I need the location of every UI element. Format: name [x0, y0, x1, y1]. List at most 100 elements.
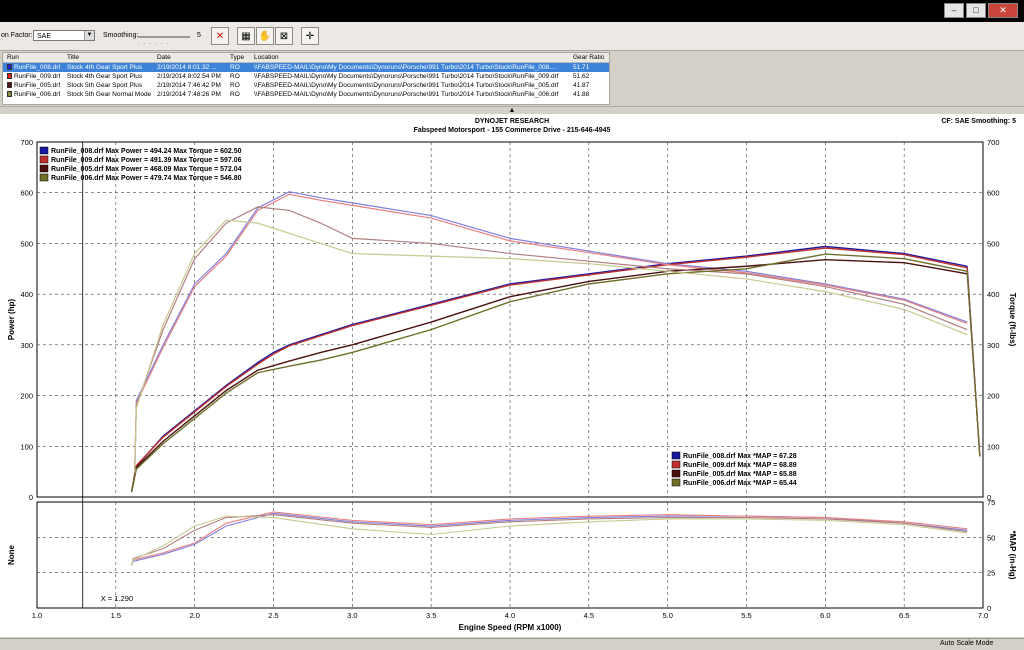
zoom-icon[interactable]: ▦: [237, 27, 255, 45]
close-icon[interactable]: ✕: [988, 3, 1018, 18]
x-tick-label: 5.5: [741, 611, 751, 620]
correction-factor-select[interactable]: SAE ▼: [33, 30, 95, 41]
cell-text: RunFile_009.drf: [14, 73, 61, 80]
pan-hand-icon[interactable]: ✋: [256, 27, 274, 45]
x-tick-label: 3.5: [426, 611, 436, 620]
smoothing-slider[interactable]: [138, 36, 190, 38]
cell-text: \\FABSPEED-MAIL\Dyno\My Documents\Dynoru…: [254, 73, 559, 80]
col-date[interactable]: Date: [157, 54, 171, 61]
x-tick-label: 7.0: [978, 611, 988, 620]
smoothing-ticks: ......: [138, 40, 173, 46]
cell-run: RunFile_008.drf: [7, 63, 60, 72]
y-tick-label-left: 0: [29, 493, 33, 502]
torque-line-1: [134, 193, 968, 470]
cell-title: Stock 4th Gear Sport Plus: [67, 72, 142, 81]
y-tick-label-right: 600: [987, 189, 1000, 198]
cell-text: Stock 4th Gear Sport Plus: [67, 73, 143, 80]
x-tick-label: 4.0: [505, 611, 515, 620]
x-tick-label: 1.0: [32, 611, 42, 620]
cell-text: 41.87: [573, 82, 590, 89]
map-legend-swatch: [671, 460, 681, 469]
chevron-down-icon[interactable]: ▼: [84, 31, 94, 40]
smoothing-value: 5: [197, 32, 201, 39]
lower-y-axis-label-right: *MAP (in-Hg): [1008, 531, 1017, 580]
cell-text: RunFile_006.drf: [14, 91, 61, 98]
table-header: Run Title Date Type Location Gear Ratio: [3, 53, 609, 63]
cell-type: RO: [230, 63, 240, 72]
splitter-arrow-icon: ▲: [508, 107, 516, 114]
zoom-box-icon[interactable]: ⊠: [275, 27, 293, 45]
cell-location: \\FABSPEED-MAIL\Dyno\My Documents\Dynoru…: [254, 81, 570, 90]
y-tick-label-right: 500: [987, 239, 1000, 248]
cell-title: Stock 5th Gear Sport Plus: [67, 81, 142, 90]
col-location[interactable]: Location: [254, 54, 279, 61]
y-tick-label-right: 100: [987, 442, 1000, 451]
x-tick-label: 2.0: [189, 611, 199, 620]
cell-text: 2/19/2014 8:01:32 ...: [157, 64, 217, 71]
cell-gear: 41.88: [573, 90, 589, 99]
power-line-0: [130, 245, 968, 493]
cell-gear: 51.62: [573, 72, 589, 81]
map-legend-swatch: [671, 469, 681, 478]
crosshair-icon[interactable]: ✛: [301, 27, 319, 45]
cell-gear: 51.71: [573, 63, 589, 72]
y-tick-label-right: 700: [987, 138, 1000, 147]
correction-factor-value: SAE: [37, 33, 52, 40]
cell-text: Stock 5th Gear Normal Mode: [67, 91, 152, 98]
run-color-swatch: [7, 82, 12, 89]
power-line-1: [130, 247, 968, 493]
cell-date: 2/19/2014 7:46:42 PM: [157, 81, 221, 90]
torque-line-0: [134, 191, 968, 472]
legend-entry: RunFile_009.drf Max Power = 491.39 Max T…: [51, 157, 242, 164]
cell-run: RunFile_005.drf: [7, 81, 60, 90]
col-gear-ratio[interactable]: Gear Ratio: [573, 54, 605, 61]
table-row[interactable]: RunFile_008.drf Stock 4th Gear Sport Plus…: [3, 63, 609, 72]
toolbar: on Factor: SAE ▼ Smoothing: ...... 5 ✕ ▦…: [0, 22, 1024, 51]
x-tick-label: 2.5: [268, 611, 278, 620]
cell-text: Stock 4th Gear Sport Plus: [67, 64, 143, 71]
maximize-icon[interactable]: □: [966, 3, 986, 18]
cell-date: 2/19/2014 7:48:26 PM: [157, 90, 221, 99]
x-tick-label: 6.5: [899, 611, 909, 620]
y-tick-label-left: 300: [20, 341, 33, 350]
map-line-3: [131, 515, 968, 566]
remove-runs-icon[interactable]: ✕: [211, 27, 229, 45]
col-run[interactable]: Run: [7, 54, 19, 61]
chart-subtitle: Fabspeed Motorsport - 155 Commerce Drive…: [414, 127, 611, 134]
y-tick-label-left: 700: [20, 138, 33, 147]
torque-line-3: [134, 219, 968, 473]
table-row[interactable]: RunFile_006.drf Stock 5th Gear Normal Mod…: [3, 90, 609, 99]
minimize-icon[interactable]: –: [944, 3, 964, 18]
cell-text: 2/19/2014 8:02:54 PM: [157, 73, 221, 80]
col-title[interactable]: Title: [67, 54, 80, 61]
cell-text: 2/19/2014 7:46:42 PM: [157, 82, 221, 89]
lower-y-axis-label-left: None: [7, 544, 16, 565]
table-row[interactable]: RunFile_005.drf Stock 5th Gear Sport Plus…: [3, 81, 609, 90]
cell-location: \\FABSPEED-MAIL\Dyno\My Documents\Dynoru…: [254, 72, 570, 81]
dyno-chart-area: DYNOJET RESEARCH Fabspeed Motorsport - 1…: [0, 114, 1024, 637]
map-legend-entry: RunFile_009.drf Max *MAP = 68.89: [683, 462, 797, 469]
cell-location: \\FABSPEED-MAIL\Dyno\My Documents\Dynoru…: [254, 63, 570, 72]
status-mode: Auto Scale Mode: [940, 640, 994, 647]
map-line-1: [131, 511, 968, 566]
y-tick-label-left: 500: [20, 239, 33, 248]
map-legend-entry: RunFile_005.drf Max *MAP = 65.88: [683, 471, 797, 478]
run-color-swatch: [7, 64, 12, 71]
map-line-2: [131, 514, 968, 566]
legend-swatch: [39, 173, 49, 182]
x-tick-label: 1.5: [111, 611, 121, 620]
y-tick-label-right: 400: [987, 290, 1000, 299]
map-legend-swatch: [671, 478, 681, 487]
torque-line-2: [134, 206, 968, 472]
table-row[interactable]: RunFile_009.drf Stock 4th Gear Sport Plus…: [3, 72, 609, 81]
cell-text: RunFile_005.drf: [14, 82, 61, 89]
cell-title: Stock 5th Gear Normal Mode: [67, 90, 151, 99]
cell-text: RO: [230, 73, 240, 80]
x-tick-label: 4.5: [584, 611, 594, 620]
chart-info: CF: SAE Smoothing: 5: [941, 118, 1016, 125]
cell-date: 2/19/2014 8:02:54 PM: [157, 72, 221, 81]
chart-header: DYNOJET RESEARCH: [475, 118, 549, 125]
run-color-swatch: [7, 91, 12, 98]
col-type[interactable]: Type: [230, 54, 245, 61]
cell-date: 2/19/2014 8:01:32 ...: [157, 63, 217, 72]
